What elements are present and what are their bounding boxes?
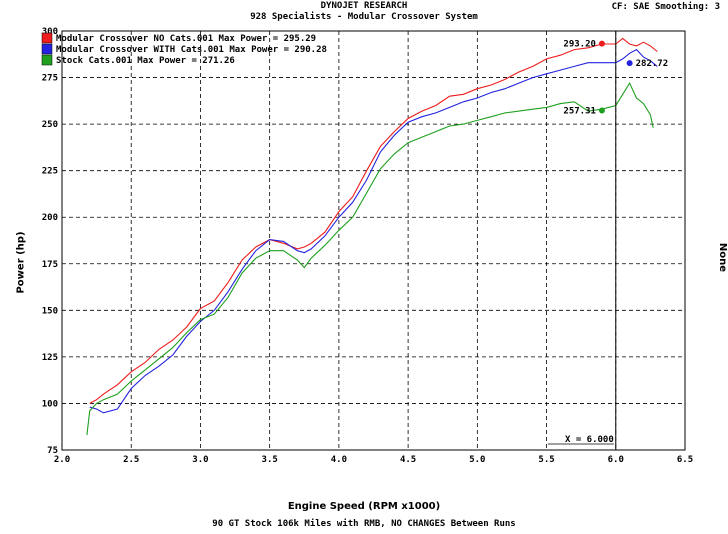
y-tick-label: 100 (42, 399, 58, 409)
cursor-value-1: 293.20 (563, 40, 596, 50)
x-tick-label: 3.5 (262, 455, 278, 465)
legend-entry-1: Modular Crossover NO Cats.001 Max Power … (56, 34, 316, 44)
x-tick-label: 5.5 (538, 455, 554, 465)
y-tick-label: 125 (42, 353, 58, 363)
cursor-label: X = 6.000 (565, 435, 614, 445)
legend-swatch-2 (41, 43, 53, 55)
y-tick-label: 75 (47, 446, 58, 456)
x-tick-label: 4.0 (331, 455, 347, 465)
plot-frame (61, 30, 686, 451)
x-tick-label: 4.5 (400, 455, 416, 465)
legend-swatch-3 (41, 54, 53, 66)
y-tick-label: 200 (42, 213, 58, 223)
x-axis-label: Engine Speed (RPM x1000) (287, 501, 441, 512)
chart-subtitle: 928 Specialists - Modular Crossover Syst… (250, 12, 478, 22)
y-tick-label: 150 (42, 306, 58, 316)
legend-entry-2: Modular Crossover WITH Cats.001 Max Powe… (56, 45, 327, 55)
cursor-marker-3 (598, 107, 605, 114)
cursor-value-3: 257.31 (563, 106, 596, 116)
series-line-1 (89, 37, 658, 404)
cursor-marker-2 (626, 60, 633, 67)
cursor-marker-1 (598, 40, 605, 47)
legend-entry-3: Stock Cats.001 Max Power = 271.26 (56, 56, 235, 66)
y-tick-label: 275 (42, 74, 58, 84)
y-tick-label: 250 (42, 120, 58, 130)
chart-title: DYNOJET RESEARCH (320, 1, 408, 11)
y-tick-label: 175 (42, 260, 58, 270)
y-tick-label: 300 (42, 27, 58, 37)
footer-note: 90 GT Stock 106k Miles with RMB, NO CHAN… (212, 519, 516, 529)
series-line-2 (89, 48, 658, 414)
x-tick-label: 6.5 (677, 455, 693, 465)
cursor-value-2: 282.72 (636, 59, 669, 69)
x-tick-label: 2.5 (123, 455, 139, 465)
x-tick-label: 3.0 (192, 455, 208, 465)
series-line-3 (86, 81, 654, 436)
correction-factor-info: CF: SAE Smoothing: 3 (611, 2, 720, 12)
x-tick-label: 5.0 (469, 455, 485, 465)
x-tick-label: 2.0 (54, 455, 70, 465)
legend-swatch-1 (41, 32, 53, 44)
y-tick-label: 225 (42, 167, 58, 177)
x-tick-label: 6.0 (608, 455, 624, 465)
